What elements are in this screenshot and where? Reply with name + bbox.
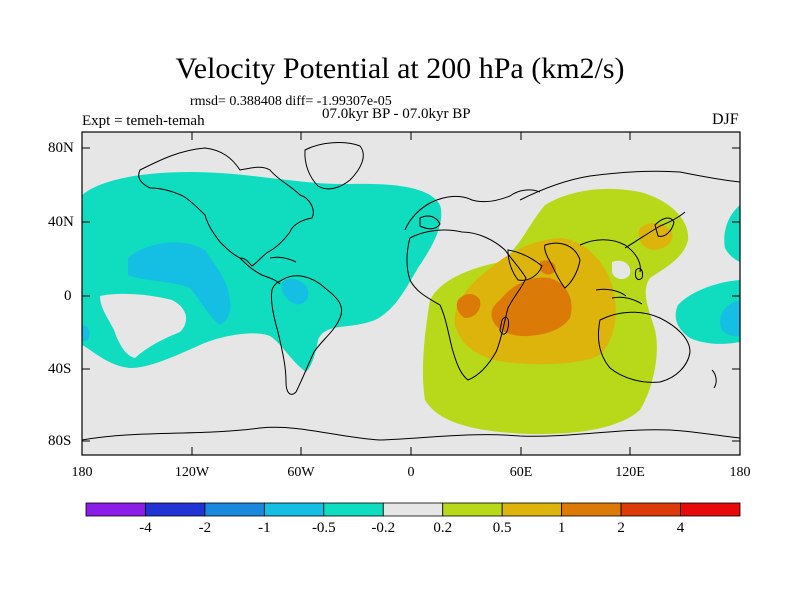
lon-label-120e: 120E	[615, 465, 645, 480]
lat-label-80n: 80N	[48, 140, 74, 156]
colorbar-swatch	[442, 502, 503, 517]
lat-label-80s: 80S	[48, 433, 72, 449]
negative-region-west-edge-spot	[82, 325, 90, 342]
experiment-label: Expt = temeh-temah	[82, 113, 205, 129]
colorbar-swatch	[382, 502, 444, 517]
colorbar-label: -4	[139, 520, 152, 536]
negative-region-west-inner	[128, 242, 231, 325]
lon-label-120w: 120W	[174, 465, 210, 480]
colorbar-swatch	[680, 502, 741, 517]
colorbar-swatch	[85, 502, 146, 517]
colorbar-swatch	[323, 502, 384, 517]
negative-region-east-pacific-inner	[720, 300, 740, 337]
season-label: DJF	[712, 111, 739, 128]
period-label: 07.0kyr BP - 07.0kyr BP	[322, 106, 471, 122]
positive-region-west-africa	[456, 294, 481, 318]
colorbar-swatch	[561, 502, 622, 517]
colorbar-label: 0.2	[433, 520, 453, 536]
lat-label-eq: 0	[64, 288, 72, 304]
lon-label-60e: 60E	[509, 465, 533, 480]
lon-label-180e: 180	[729, 465, 751, 480]
colorbar-label: -0.5	[311, 520, 336, 536]
rmsd-diff-stats: rmsd= 0.388408 diff= -1.99307e-05	[190, 94, 392, 109]
colorbar-swatch	[501, 502, 563, 517]
positive-region-japan	[638, 223, 673, 250]
positive-region-core	[491, 277, 572, 337]
colorbar-label: -0.2	[371, 520, 396, 536]
colorbar-swatch	[620, 502, 681, 517]
colorbar-label: -1	[258, 520, 271, 536]
colorbar-label: 1	[557, 520, 566, 536]
lon-label-180w: 180	[71, 465, 93, 480]
colorbar-label: 2	[617, 520, 625, 536]
colorbar-label: -2	[198, 520, 212, 536]
colorbar-label: 4	[676, 520, 685, 536]
lat-label-40n: 40N	[48, 214, 74, 230]
neutral-hole-pacific	[100, 293, 187, 358]
colorbar	[85, 502, 741, 517]
positive-region-arabia	[540, 260, 556, 275]
map-panel	[82, 132, 740, 455]
lon-label-0: 0	[407, 465, 415, 480]
colorbar-swatch	[204, 502, 265, 517]
negative-region-amazon	[281, 279, 309, 305]
coastlines	[82, 142, 740, 441]
plot-title: Velocity Potential at 200 hPa (km2/s)	[175, 52, 625, 85]
colorbar-swatch	[145, 502, 206, 517]
colorbar-label: 0.5	[492, 520, 512, 536]
negative-region-east-pacific	[724, 205, 740, 262]
colorbar-swatch	[263, 502, 325, 517]
neutral-hole-philippines	[612, 260, 631, 280]
lon-label-60w: 60W	[287, 465, 315, 480]
lat-label-40s: 40S	[48, 361, 72, 377]
